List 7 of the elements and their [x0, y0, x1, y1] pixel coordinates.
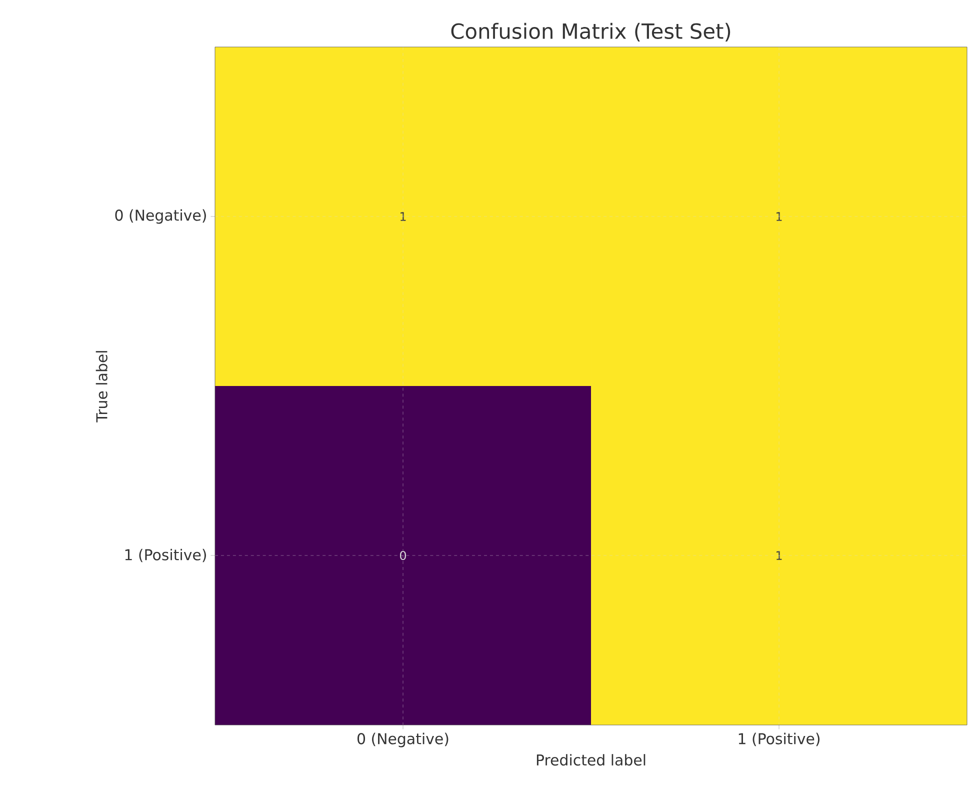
- chart-title: Confusion Matrix (Test Set): [451, 22, 730, 42]
- data-label: 1: [776, 551, 782, 560]
- x-axis-title: Predicted label: [536, 754, 646, 766]
- y-axis-title: True label: [96, 351, 108, 422]
- data-label: 1: [776, 212, 782, 221]
- data-label: 1: [400, 212, 406, 221]
- data-label: 0: [400, 550, 406, 560]
